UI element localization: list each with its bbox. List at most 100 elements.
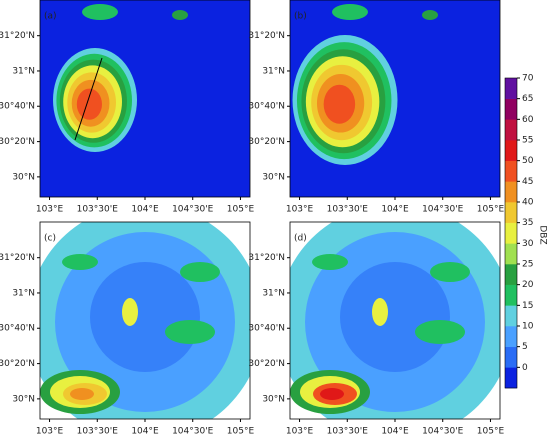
x-tick-label: 103°E: [36, 205, 64, 215]
x-tick-label: 104°30'E: [172, 205, 214, 215]
x-tick-label: 103°30'E: [327, 205, 369, 215]
colorbar-tick-label: 55: [522, 136, 533, 146]
colorbar-tick-label: 35: [522, 218, 533, 228]
y-tick-label: 30°20'N: [0, 137, 35, 147]
y-tick-label: 30°N: [262, 172, 285, 182]
panel-label: (a): [44, 12, 57, 22]
x-tick-label: 105°E: [477, 205, 505, 215]
map-content: [40, 222, 250, 419]
colorbar-tick-label: 65: [522, 94, 533, 104]
panel-label: (d): [294, 234, 307, 244]
panel-label: (c): [44, 234, 56, 244]
x-tick-label: 103°E: [286, 427, 314, 437]
x-tick-label: 103°30'E: [77, 205, 119, 215]
colorbar-segment: [505, 326, 517, 347]
x-tick-label: 104°E: [131, 205, 159, 215]
y-tick-label: 30°20'N: [0, 359, 35, 369]
colorbar-segment: [505, 160, 517, 182]
echo-region: [422, 10, 438, 20]
colorbar-tick-label: 0: [522, 363, 528, 373]
colorbar-tick-label: 70: [522, 74, 534, 84]
colorbar-segment: [505, 243, 517, 265]
colorbar-segment: [505, 367, 517, 389]
echo-region: [165, 320, 215, 344]
y-tick-label: 31°N: [262, 66, 285, 76]
colorbar-tick-label: 40: [522, 198, 534, 208]
colorbar-tick-label: 5: [522, 342, 528, 352]
colorbar-segment: [505, 140, 517, 161]
echo-region: [430, 262, 470, 282]
colorbar-tick-label: 45: [522, 177, 533, 187]
colorbar-tick-label: 60: [522, 115, 534, 125]
colorbar-tick-label: 50: [522, 156, 534, 166]
cross-section-line: [74, 57, 103, 141]
colorbar-frame: [504, 77, 518, 389]
x-tick-label: 104°30'E: [422, 205, 464, 215]
x-tick-label: 104°30'E: [172, 427, 214, 437]
x-tick-label: 103°30'E: [327, 427, 369, 437]
y-tick-label: 30°40'N: [0, 324, 35, 334]
colorbar-tick-label: 10: [522, 322, 534, 332]
y-tick-label: 31°20'N: [248, 253, 285, 263]
y-tick-label: 31°N: [12, 288, 35, 298]
y-tick-label: 30°40'N: [248, 324, 285, 334]
colorbar-segment: [505, 284, 517, 306]
echo-region: [62, 254, 98, 270]
colorbar-segment: [505, 305, 517, 327]
y-tick-label: 30°N: [262, 394, 285, 404]
colorbar-segment: [505, 181, 517, 203]
x-tick-label: 104°30'E: [422, 427, 464, 437]
map-panel: (d) 103°E 103°30'E 104°E 104°30'E 105°E 30°N 30…: [248, 221, 505, 437]
y-tick-label: 30°40'N: [0, 102, 35, 112]
echo-region: [70, 388, 94, 400]
y-tick-label: 30°20'N: [248, 137, 285, 147]
map-content: [290, 0, 500, 197]
echo-region: [82, 4, 118, 20]
y-tick-label: 31°N: [262, 288, 285, 298]
colorbar-segment: [505, 222, 517, 244]
colorbar-segment: [505, 346, 517, 368]
echo-region: [180, 262, 220, 282]
x-tick-label: 105°E: [477, 427, 505, 437]
echo-region: [332, 4, 368, 20]
colorbar-segment: [505, 78, 517, 99]
echo-region: [172, 10, 188, 20]
x-tick-label: 104°E: [381, 427, 409, 437]
colorbar-tick-label: 15: [522, 301, 533, 311]
colorbar-segment: [505, 98, 517, 120]
y-tick-label: 31°20'N: [0, 253, 35, 263]
echo-region: [76, 88, 102, 120]
echo-region: [312, 254, 348, 270]
colorbar-tick-label: 25: [522, 260, 533, 270]
x-tick-label: 105°E: [227, 427, 255, 437]
x-tick-label: 104°E: [381, 205, 409, 215]
echo-region: [320, 388, 344, 400]
echo-region: [122, 298, 138, 326]
map-panel: (a) 103°E 103°30'E 104°E 104°30'E 105°E 30°N 30…: [0, 0, 254, 215]
radar-coverage: [340, 262, 450, 372]
x-tick-label: 103°E: [36, 427, 64, 437]
x-tick-label: 103°E: [286, 205, 314, 215]
panel-label: (b): [294, 12, 307, 22]
y-tick-label: 31°20'N: [248, 31, 285, 41]
y-tick-label: 30°N: [12, 394, 35, 404]
x-tick-label: 103°30'E: [77, 427, 119, 437]
y-tick-label: 30°40'N: [248, 102, 285, 112]
colorbar-tick-label: 30: [522, 239, 534, 249]
colorbar-tick-label: 20: [522, 280, 534, 290]
echo-region: [415, 320, 465, 344]
colorbar-segment: [505, 264, 517, 285]
colorbar-segment: [505, 202, 517, 223]
y-tick-label: 31°N: [12, 66, 35, 76]
y-tick-label: 30°20'N: [248, 359, 285, 369]
radar-coverage: [90, 262, 200, 372]
map-panel: (b) 103°E 103°30'E 104°E 104°30'E 105°E 30°N 30…: [248, 0, 504, 215]
y-tick-label: 30°N: [12, 172, 35, 182]
x-tick-label: 104°E: [131, 427, 159, 437]
echo-region: [372, 298, 388, 326]
map-content: [290, 222, 500, 419]
x-tick-label: 105°E: [227, 205, 255, 215]
echo-region: [323, 84, 356, 124]
map-panel: (c) 103°E 103°30'E 104°E 104°30'E 105°E 30°N 30…: [0, 221, 255, 437]
